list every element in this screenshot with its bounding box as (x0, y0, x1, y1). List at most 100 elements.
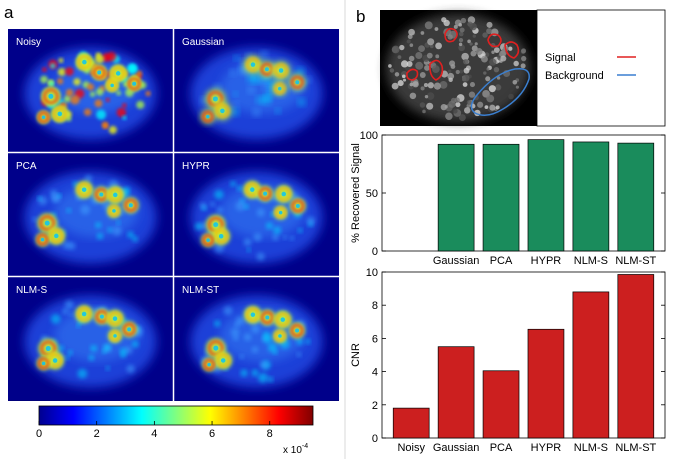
noise-speckle (306, 216, 316, 226)
noise-speckle (58, 57, 64, 63)
x-tick-label: HYPR (531, 442, 562, 454)
x-tick-label: Gaussian (433, 442, 479, 454)
noise-speckle (86, 83, 95, 91)
signal-ring (215, 103, 230, 118)
noise-speckle (105, 97, 110, 102)
signal-ring (203, 358, 215, 371)
signal-ring (111, 66, 126, 81)
cnr-chart: Noisy Gaussian PCA HYPR NLM-S NLM-ST 0 2 4 6 8 10 CN… (350, 267, 666, 454)
signal-core (265, 315, 270, 320)
noise-speckle (296, 352, 302, 358)
noise-speckle (107, 227, 113, 233)
noise-speckle (265, 222, 273, 230)
image-title: PCA (16, 161, 37, 172)
signal-ring (260, 62, 274, 76)
noise-speckle (243, 238, 252, 247)
noise-speckle (239, 58, 244, 64)
roi-texture-speckle (435, 42, 442, 50)
image-title: Gaussian (182, 37, 224, 48)
signal-ring (77, 55, 92, 70)
roi-texture-speckle (409, 43, 414, 47)
signal-ring (77, 182, 92, 197)
image-title: HYPR (182, 161, 210, 172)
noise-speckle (305, 339, 311, 345)
noise-speckle (261, 95, 271, 105)
signal-ring (108, 187, 123, 202)
signal-core (250, 187, 255, 192)
roi-texture-speckle (448, 77, 453, 82)
signal-core (263, 191, 268, 196)
noise-speckle (200, 97, 208, 105)
signal-ring (290, 75, 304, 89)
roi-texture-speckle (449, 60, 456, 67)
noise-speckle (253, 233, 262, 242)
signal-core (220, 358, 226, 363)
signal-core (213, 222, 219, 228)
noise-speckle (209, 201, 216, 207)
noise-speckle (57, 345, 64, 352)
roi-texture-speckle (491, 50, 495, 54)
signal-core (281, 191, 287, 197)
y-tick-label: 8 (372, 300, 378, 312)
noise-speckle (246, 247, 251, 252)
noise-speckle (233, 335, 239, 341)
roi-texture-speckle (412, 81, 419, 88)
colorbar-tick-label: 6 (209, 428, 215, 440)
signal-roi (429, 59, 444, 81)
noise-speckle (260, 50, 268, 59)
signal-core (54, 233, 59, 239)
signal-core (113, 334, 117, 338)
roi-texture-speckle (461, 52, 469, 61)
roi-texture-speckle (459, 31, 464, 37)
noise-speckle (258, 372, 268, 383)
roi-texture-speckle (469, 22, 477, 31)
signal-ring (77, 307, 92, 321)
y-tick-label: 6 (372, 333, 378, 345)
signal-ring (214, 229, 229, 244)
signal-ring (127, 77, 141, 91)
panel-a-label: a (4, 3, 14, 22)
roi-texture-speckle (466, 99, 472, 106)
bar-nlm-st (617, 142, 655, 252)
roi-texture-speckle (419, 72, 426, 78)
roi-texture-speckle (458, 23, 463, 27)
noise-speckle (50, 63, 56, 69)
signal-core (277, 86, 282, 91)
signal-core (41, 115, 46, 119)
roi-texture-speckle (486, 21, 493, 28)
roi-texture-speckle (420, 86, 425, 91)
roi-texture-speckle (447, 72, 455, 80)
noise-speckle (84, 174, 93, 183)
noise-speckle (251, 369, 259, 377)
roi-texture-speckle (508, 46, 513, 51)
signal-core (213, 345, 219, 351)
signal-core (295, 80, 300, 85)
noise-speckle (231, 108, 239, 117)
roi-texture-speckle (427, 82, 435, 89)
colorbar-tick-label: 4 (151, 428, 157, 440)
roi-texture-speckle (424, 94, 429, 99)
noise-speckle (259, 360, 269, 370)
noise-speckle (88, 354, 95, 361)
x-tick-label: Noisy (397, 442, 425, 454)
signal-core (264, 67, 269, 72)
roi-texture-speckle (475, 48, 483, 55)
roi-texture-speckle (458, 42, 463, 47)
signal-core (206, 114, 210, 119)
roi-texture-speckle (432, 65, 440, 73)
noise-speckle (283, 235, 288, 240)
x-tick-label: HYPR (531, 255, 562, 267)
noise-speckle (62, 241, 71, 250)
noise-speckle (96, 109, 107, 120)
noise-speckle (262, 84, 269, 91)
roi-texture-speckle (426, 52, 433, 59)
noise-speckle (105, 366, 110, 371)
y-axis-label: % Recovered Signal (350, 143, 362, 243)
signal-roi (406, 68, 419, 81)
noise-speckle (40, 75, 48, 84)
noise-speckle (63, 95, 71, 103)
noise-speckle (76, 323, 81, 328)
roi-texture-speckle (474, 42, 478, 46)
noise-speckle (37, 196, 42, 201)
roi-texture-speckle (500, 55, 507, 62)
